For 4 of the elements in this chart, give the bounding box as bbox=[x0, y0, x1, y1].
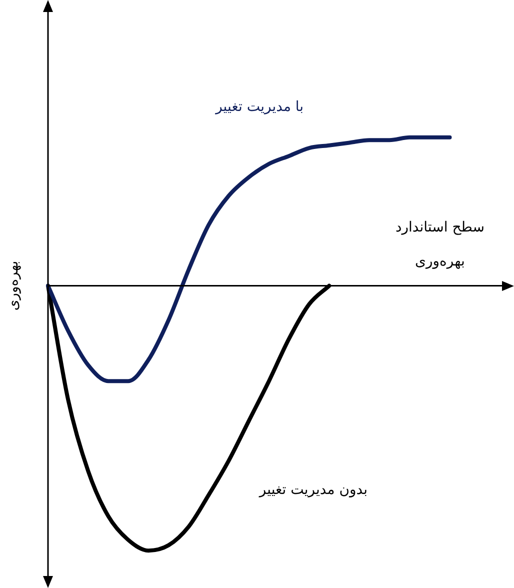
text: بدون مدیریت تغییر bbox=[258, 482, 368, 498]
text: سطح استاندارد بهره‌وری bbox=[396, 219, 484, 270]
y-axis-title: بهره‌وری bbox=[6, 260, 22, 311]
text: با مدیریت تغییر bbox=[214, 99, 304, 116]
